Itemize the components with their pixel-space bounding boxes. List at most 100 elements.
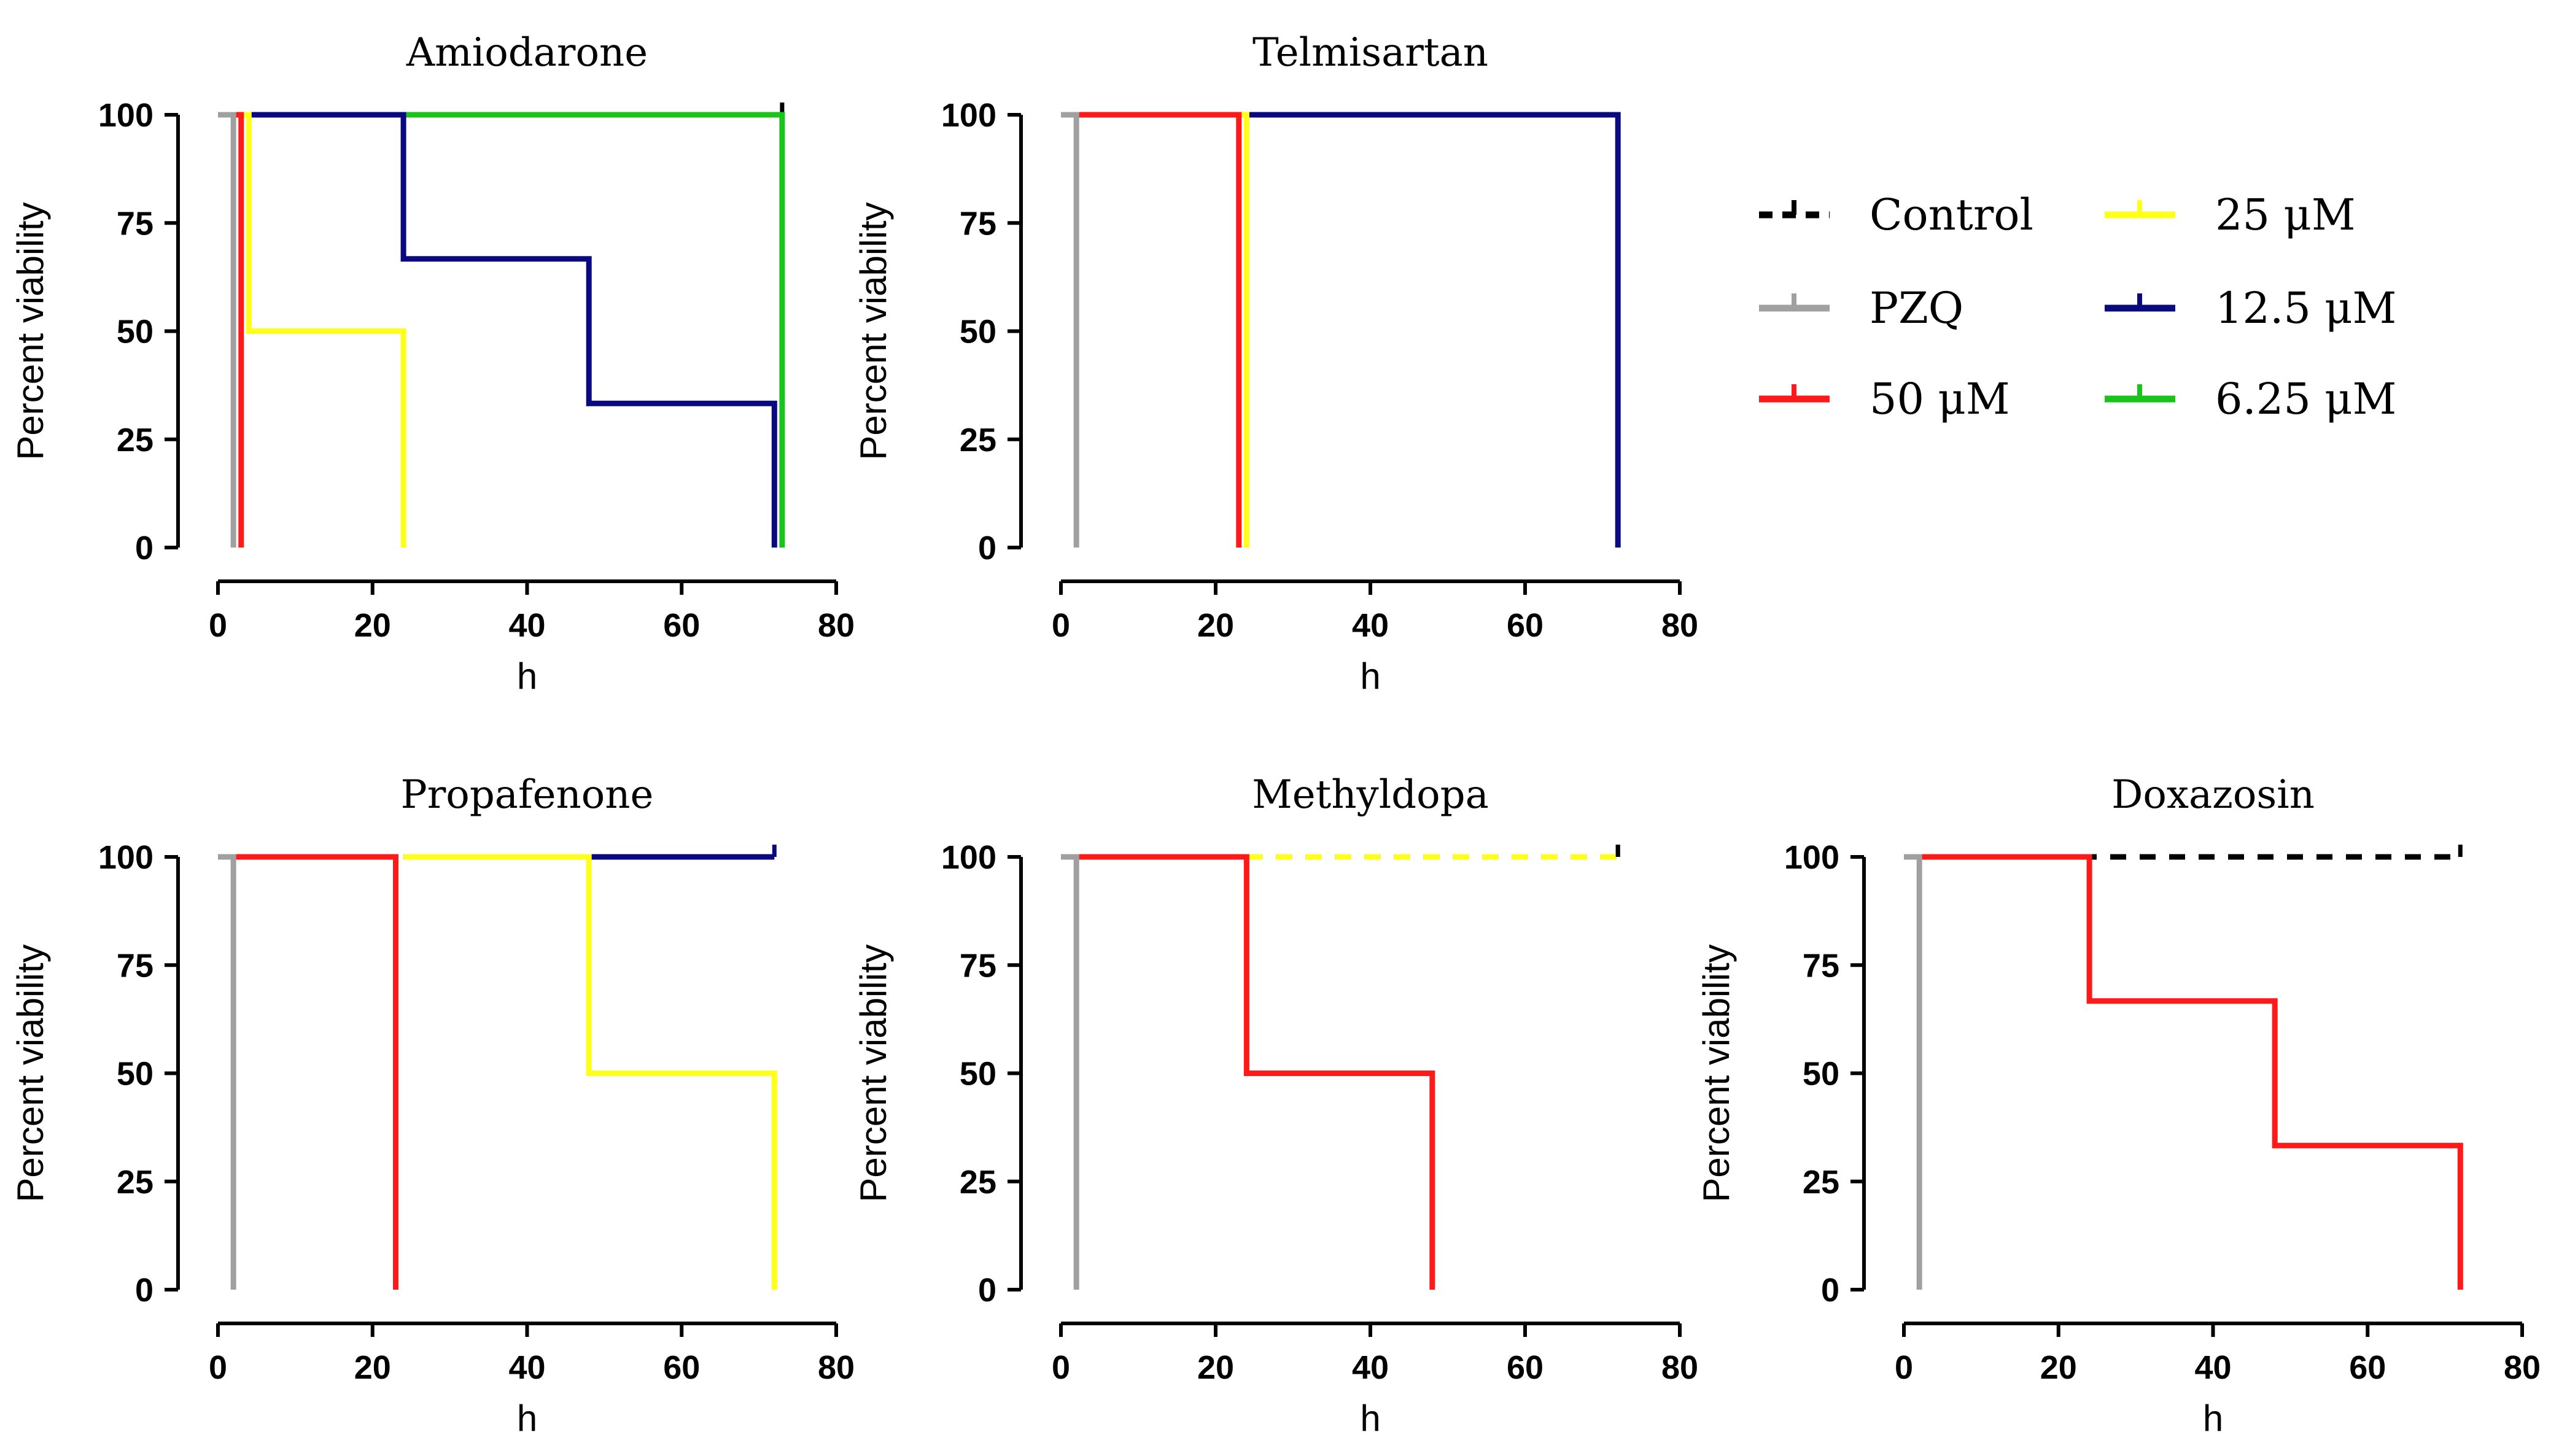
y-tick-label: 50 xyxy=(960,314,996,350)
series-line-6-25-um xyxy=(233,112,785,548)
series-line-50-um xyxy=(1904,854,2463,1290)
x-tick-label: 20 xyxy=(1197,1349,1234,1386)
series-line-50-um xyxy=(218,112,244,548)
y-tick-label: 0 xyxy=(978,530,996,567)
y-axis-label: Percent viability xyxy=(853,202,894,460)
chart-propafenone: Propafenone 0 20 40 60 80 0 25 50 75 100 h Percent v… xyxy=(10,772,855,1439)
legend-label: 6.25 μM xyxy=(2215,374,2396,424)
x-tick-label: 40 xyxy=(508,1349,545,1386)
legend-label: PZQ xyxy=(1870,283,1963,333)
x-tick-label: 60 xyxy=(663,1349,700,1386)
legend-item-pzq: PZQ xyxy=(1759,283,1963,333)
y-tick-label: 50 xyxy=(117,1056,153,1093)
y-axis-label: Percent viability xyxy=(10,944,51,1202)
x-tick-label: 80 xyxy=(818,607,855,644)
y-tick-label: 75 xyxy=(117,947,153,984)
series-line-25-um xyxy=(1061,112,1249,548)
legend-label: 12.5 μM xyxy=(2215,283,2396,333)
x-tick-label: 20 xyxy=(2040,1349,2077,1386)
x-tick-label: 0 xyxy=(209,1349,227,1386)
chart-panels: Amiodarone 0 20 40 60 80 0 25 50 75 100 h Percent vi… xyxy=(10,30,2541,1439)
y-tick-label: 75 xyxy=(960,947,996,984)
series-line-pzq xyxy=(1061,112,1079,548)
y-tick-label: 25 xyxy=(960,422,996,459)
y-tick-label: 50 xyxy=(960,1056,996,1093)
y-tick-label: 100 xyxy=(941,97,996,134)
x-tick-label: 40 xyxy=(2194,1349,2231,1386)
series-line-pzq xyxy=(1061,854,1079,1290)
series-line-pzq xyxy=(218,854,236,1290)
chart-amiodarone: Amiodarone 0 20 40 60 80 0 25 50 75 100 h Percent vi… xyxy=(10,30,855,697)
chart-title: Methyldopa xyxy=(1252,772,1489,818)
x-tick-label: 20 xyxy=(354,1349,391,1386)
y-axis-label: Percent viability xyxy=(10,202,51,460)
series-line-25-um xyxy=(403,854,777,1290)
y-tick-label: 0 xyxy=(135,530,153,567)
x-axis-label: h xyxy=(517,1398,537,1439)
series-line-pzq xyxy=(218,112,236,548)
x-tick-label: 20 xyxy=(1197,607,1234,644)
y-tick-label: 100 xyxy=(1784,839,1839,876)
x-tick-label: 60 xyxy=(1507,607,1544,644)
x-tick-label: 80 xyxy=(818,1349,855,1386)
legend-label: 50 μM xyxy=(1870,374,2010,424)
chart-title: Propafenone xyxy=(401,772,654,818)
series-line-50-um xyxy=(218,854,399,1290)
chart-title: Doxazosin xyxy=(2111,772,2315,818)
y-tick-label: 100 xyxy=(941,839,996,876)
x-axis-label: h xyxy=(517,656,537,697)
legend-item-control: Control xyxy=(1759,190,2033,240)
x-tick-label: 40 xyxy=(1352,1349,1389,1386)
legend: Control PZQ 50 μM 25 μM 12.5 μM 6.25 μM xyxy=(1759,190,2396,424)
legend-item-c6-25: 6.25 μM xyxy=(2105,374,2396,424)
x-axis-label: h xyxy=(1360,1398,1380,1439)
series-line-12-5-um xyxy=(1061,112,1621,548)
y-tick-label: 25 xyxy=(117,1164,153,1201)
y-tick-label: 0 xyxy=(978,1272,996,1309)
series-line-25-um xyxy=(233,112,406,548)
series-line-pzq xyxy=(1904,854,1922,1290)
y-tick-label: 100 xyxy=(98,839,153,876)
y-tick-label: 25 xyxy=(960,1164,996,1201)
x-tick-label: 40 xyxy=(508,607,545,644)
x-tick-label: 40 xyxy=(1352,607,1389,644)
y-tick-label: 50 xyxy=(1803,1056,1839,1093)
y-tick-label: 50 xyxy=(117,314,153,350)
y-tick-label: 75 xyxy=(117,205,153,242)
chart-methyldopa: Methyldopa 0 20 40 60 80 0 25 50 75 100 h Percent vi… xyxy=(853,772,1698,1439)
y-tick-label: 75 xyxy=(960,205,996,242)
series-line-12-5-um xyxy=(233,112,777,548)
x-tick-label: 80 xyxy=(2504,1349,2541,1386)
x-tick-label: 80 xyxy=(1661,1349,1698,1386)
x-tick-label: 80 xyxy=(1661,607,1698,644)
x-tick-label: 20 xyxy=(354,607,391,644)
y-tick-label: 0 xyxy=(135,1272,153,1309)
x-axis-label: h xyxy=(2203,1398,2223,1439)
legend-label: Control xyxy=(1870,190,2033,240)
chart-doxazosin: Doxazosin 0 20 40 60 80 0 25 50 75 100 h Percent via… xyxy=(1696,772,2541,1439)
y-tick-label: 0 xyxy=(1821,1272,1839,1309)
series-line-50-um xyxy=(1061,854,1435,1290)
legend-item-c25: 25 μM xyxy=(2105,190,2356,240)
chart-title: Amiodarone xyxy=(406,30,648,76)
chart-telmisartan: Telmisartan 0 20 40 60 80 0 25 50 75 100 h Percent v… xyxy=(853,30,1698,697)
x-tick-label: 60 xyxy=(663,607,700,644)
y-tick-label: 75 xyxy=(1803,947,1839,984)
x-axis-label: h xyxy=(1360,656,1380,697)
y-axis-label: Percent viability xyxy=(853,944,894,1202)
y-tick-label: 25 xyxy=(1803,1164,1839,1201)
chart-title: Telmisartan xyxy=(1252,30,1488,76)
legend-item-c12-5: 12.5 μM xyxy=(2105,283,2396,333)
x-tick-label: 60 xyxy=(2349,1349,2386,1386)
y-tick-label: 25 xyxy=(117,422,153,459)
x-tick-label: 0 xyxy=(1895,1349,1913,1386)
legend-item-c50: 50 μM xyxy=(1759,374,2010,424)
x-tick-label: 0 xyxy=(209,607,227,644)
x-tick-label: 60 xyxy=(1507,1349,1544,1386)
x-tick-label: 0 xyxy=(1052,1349,1070,1386)
legend-label: 25 μM xyxy=(2215,190,2356,240)
y-tick-label: 100 xyxy=(98,97,153,134)
x-tick-label: 0 xyxy=(1052,607,1070,644)
y-axis-label: Percent viability xyxy=(1696,944,1737,1202)
